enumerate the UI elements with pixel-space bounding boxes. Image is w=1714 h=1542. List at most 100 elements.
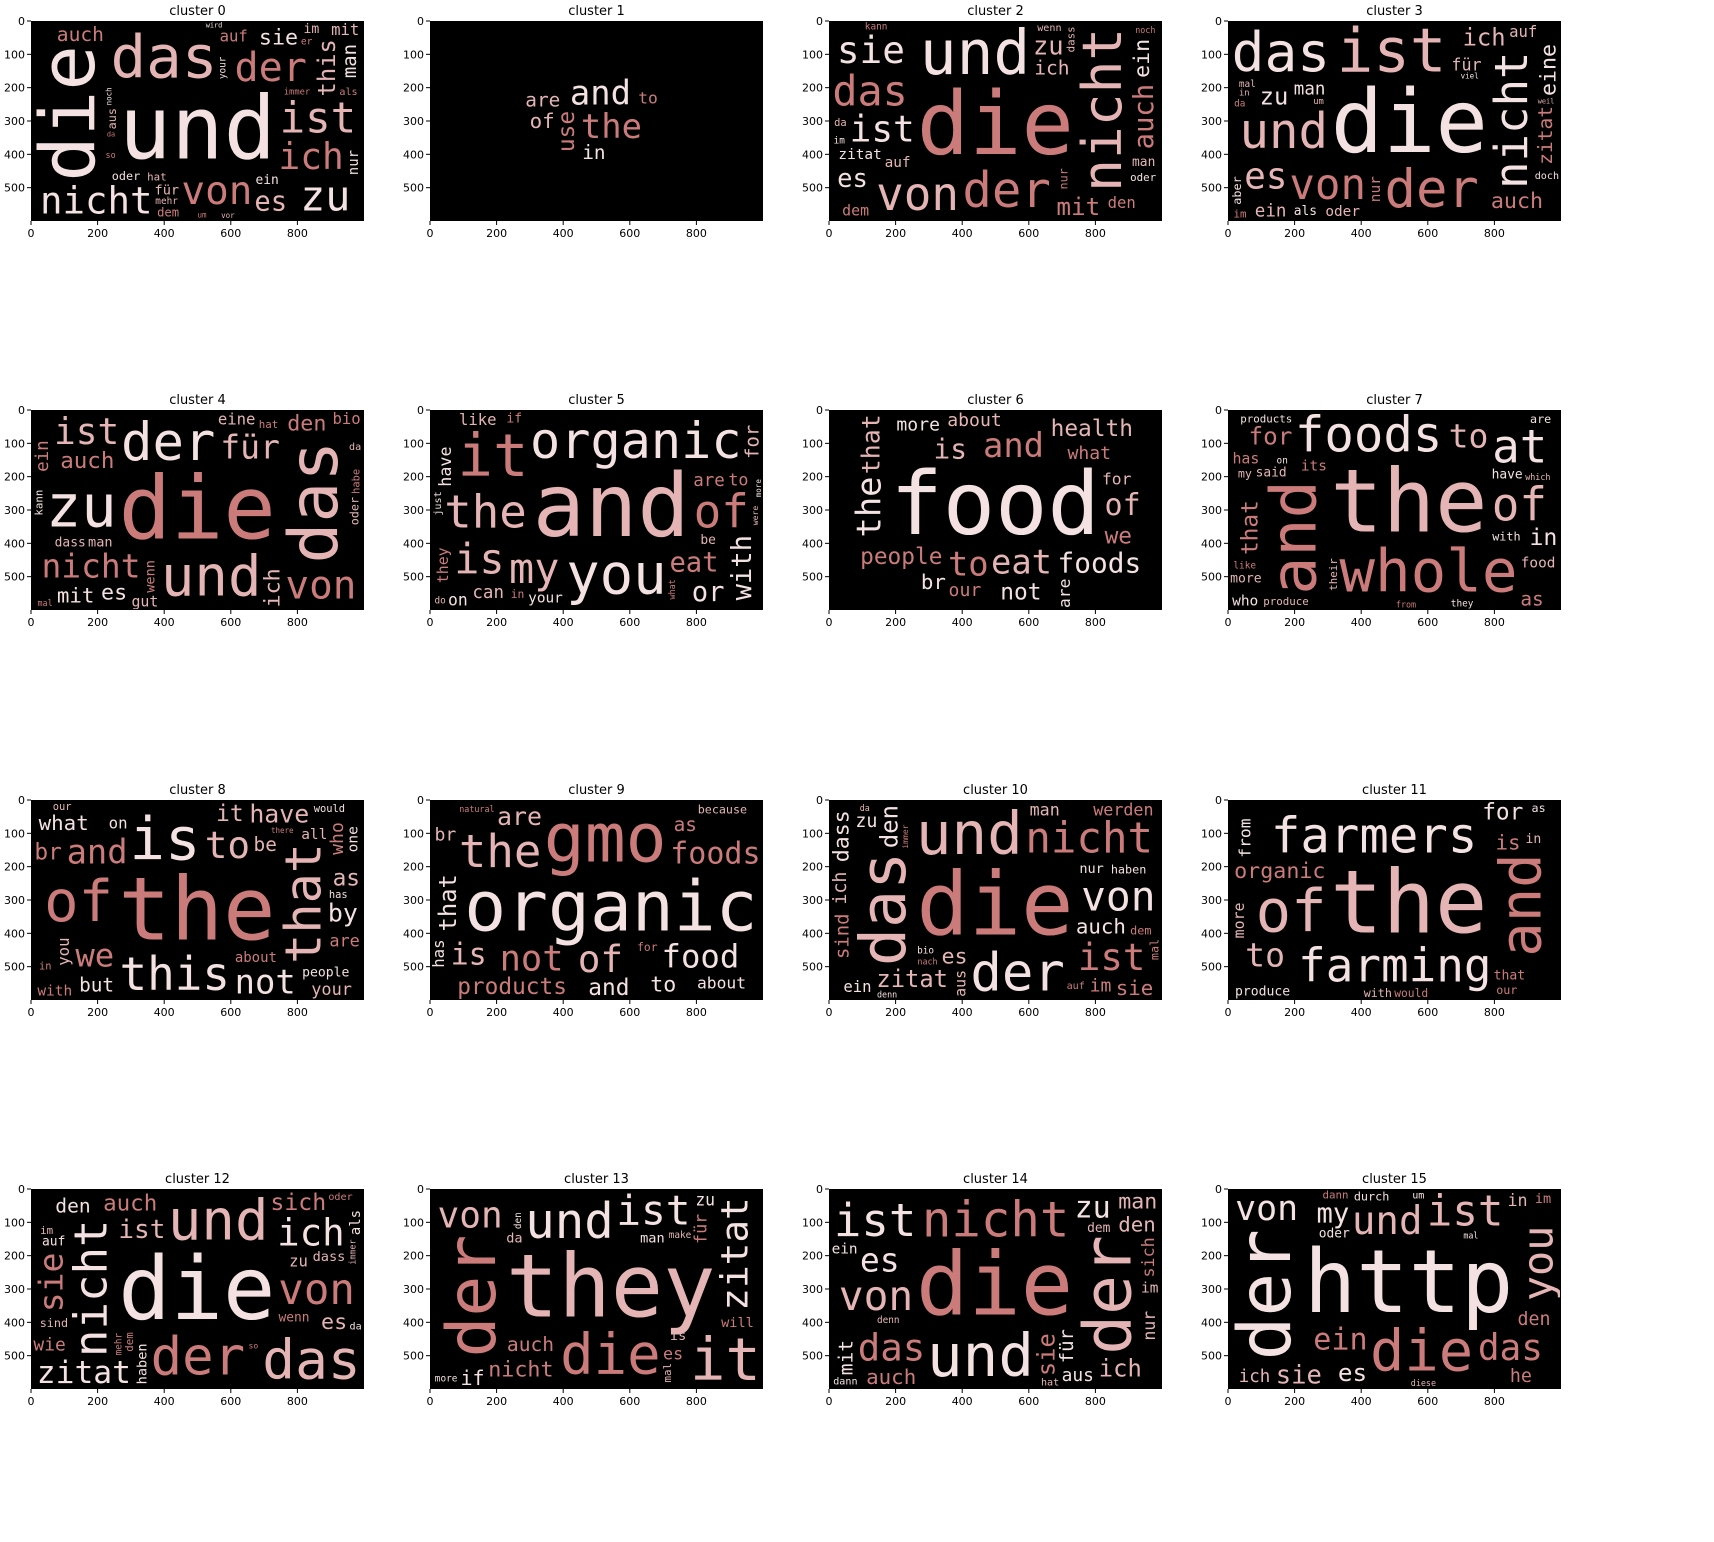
cloud-word: food <box>662 937 740 975</box>
cloud-word: more <box>754 479 763 498</box>
cloud-word: wird <box>206 22 223 30</box>
cloud-word: for <box>1482 800 1523 826</box>
cloud-word: more <box>1230 572 1262 587</box>
cloud-word: wenn <box>278 1310 309 1325</box>
x-tick-label: 800 <box>287 227 308 240</box>
x-tick-label: 400 <box>1351 616 1372 629</box>
y-tick-label: 500 <box>1201 571 1222 584</box>
cloud-word: that <box>856 414 885 474</box>
y-tick-label: 100 <box>802 1216 823 1229</box>
cloud-word: sie <box>837 28 905 72</box>
cloud-word: and <box>1489 853 1555 956</box>
y-tick-label: 0 <box>18 15 25 28</box>
cloud-word: und <box>916 799 1023 868</box>
y-tick-label: 400 <box>4 927 25 940</box>
cloud-word: br <box>435 825 457 846</box>
plot-background <box>1228 800 1561 1000</box>
y-tick-label: 400 <box>403 927 424 940</box>
cloud-word: eat <box>991 543 1052 582</box>
y-tick-label: 0 <box>816 1183 823 1196</box>
y-tick-label: 300 <box>403 894 424 907</box>
y-tick-label: 100 <box>4 48 25 61</box>
cloud-word: sie <box>1032 1333 1060 1376</box>
cloud-word: this <box>313 39 341 96</box>
x-tick-label: 0 <box>427 1395 434 1408</box>
cloud-word: food <box>1521 556 1556 572</box>
cloud-word: dem <box>1087 1221 1111 1236</box>
cloud-word: have <box>435 447 455 487</box>
y-tick-label: 400 <box>802 148 823 161</box>
cloud-word: dann <box>833 1377 857 1388</box>
axes-frame <box>1228 800 1561 1000</box>
x-tick-label: 600 <box>1018 227 1039 240</box>
cloud-word: und <box>920 18 1031 89</box>
cloud-word: and <box>533 455 690 557</box>
cloud-word: all <box>301 827 327 843</box>
y-tick-label: 100 <box>403 48 424 61</box>
cloud-word: die <box>118 1238 275 1340</box>
cloud-word: um <box>1313 97 1324 107</box>
cloud-word: und <box>161 544 262 609</box>
cloud-word: ein <box>1313 1323 1367 1358</box>
y-tick-label: 500 <box>1201 1350 1222 1363</box>
cloud-word: has <box>429 939 448 967</box>
cloud-word: eine <box>218 411 256 429</box>
y-tick-label: 500 <box>4 182 25 195</box>
cloud-word: hat <box>1041 1377 1059 1388</box>
cloud-word: as <box>1532 801 1546 815</box>
cloud-word: nach <box>917 956 937 966</box>
cloud-word: den <box>513 1212 524 1229</box>
axes-frame <box>31 1189 364 1389</box>
cloud-word: nicht <box>40 179 153 223</box>
cloud-word: auf <box>1067 981 1085 992</box>
cloud-word: mal <box>1148 939 1162 960</box>
cloud-word: mal <box>661 1363 674 1383</box>
panel-title: cluster 1 <box>568 4 625 19</box>
plot-background <box>31 410 364 610</box>
cloud-word: es <box>254 187 287 218</box>
cloud-word: den <box>876 805 904 848</box>
cloud-word: produce <box>1263 595 1309 608</box>
cloud-word: zitat <box>1534 106 1557 165</box>
cloud-word: of <box>578 937 623 981</box>
cloud-word: there <box>271 826 294 835</box>
cloud-word: is <box>454 535 504 584</box>
y-tick-label: 400 <box>403 1316 424 1329</box>
y-tick-label: 0 <box>417 15 424 28</box>
cloud-word: und <box>1239 103 1328 160</box>
cloud-word: er <box>301 37 313 48</box>
cloud-word: with <box>37 984 72 1000</box>
cloud-word: and <box>1257 480 1331 595</box>
x-tick-label: 800 <box>686 227 707 240</box>
panel-title: cluster 3 <box>1366 4 1423 19</box>
cloud-word: der <box>1224 1229 1308 1360</box>
cloud-word: das <box>262 1328 360 1392</box>
axes-frame <box>829 410 1162 610</box>
x-tick-label: 0 <box>28 227 35 240</box>
panel-title: cluster 10 <box>963 783 1028 798</box>
x-tick-label: 800 <box>1085 227 1106 240</box>
plot-background <box>829 800 1162 1000</box>
cloud-word: die <box>560 1323 661 1388</box>
cloud-word: sie <box>1276 1360 1322 1390</box>
cloud-word: denn <box>877 990 897 1000</box>
cloud-word: were <box>750 506 760 526</box>
cloud-word: nicht <box>41 547 140 586</box>
cloud-word: of <box>44 869 113 935</box>
cloud-word: but <box>79 974 114 997</box>
cloud-word: is <box>451 938 487 973</box>
x-tick-label: 400 <box>1351 227 1372 240</box>
cloud-word: es <box>837 164 868 194</box>
cloud-word: da <box>107 131 115 139</box>
panel-title: cluster 13 <box>564 1172 629 1187</box>
cloud-word: für <box>220 428 280 467</box>
cloud-word: ein <box>1255 202 1287 222</box>
cloud-word: da <box>860 803 870 813</box>
cloud-word: will <box>721 1315 754 1331</box>
cloud-word: als <box>339 87 357 98</box>
cloud-word: are <box>497 802 542 831</box>
cloud-word: die <box>119 458 276 560</box>
